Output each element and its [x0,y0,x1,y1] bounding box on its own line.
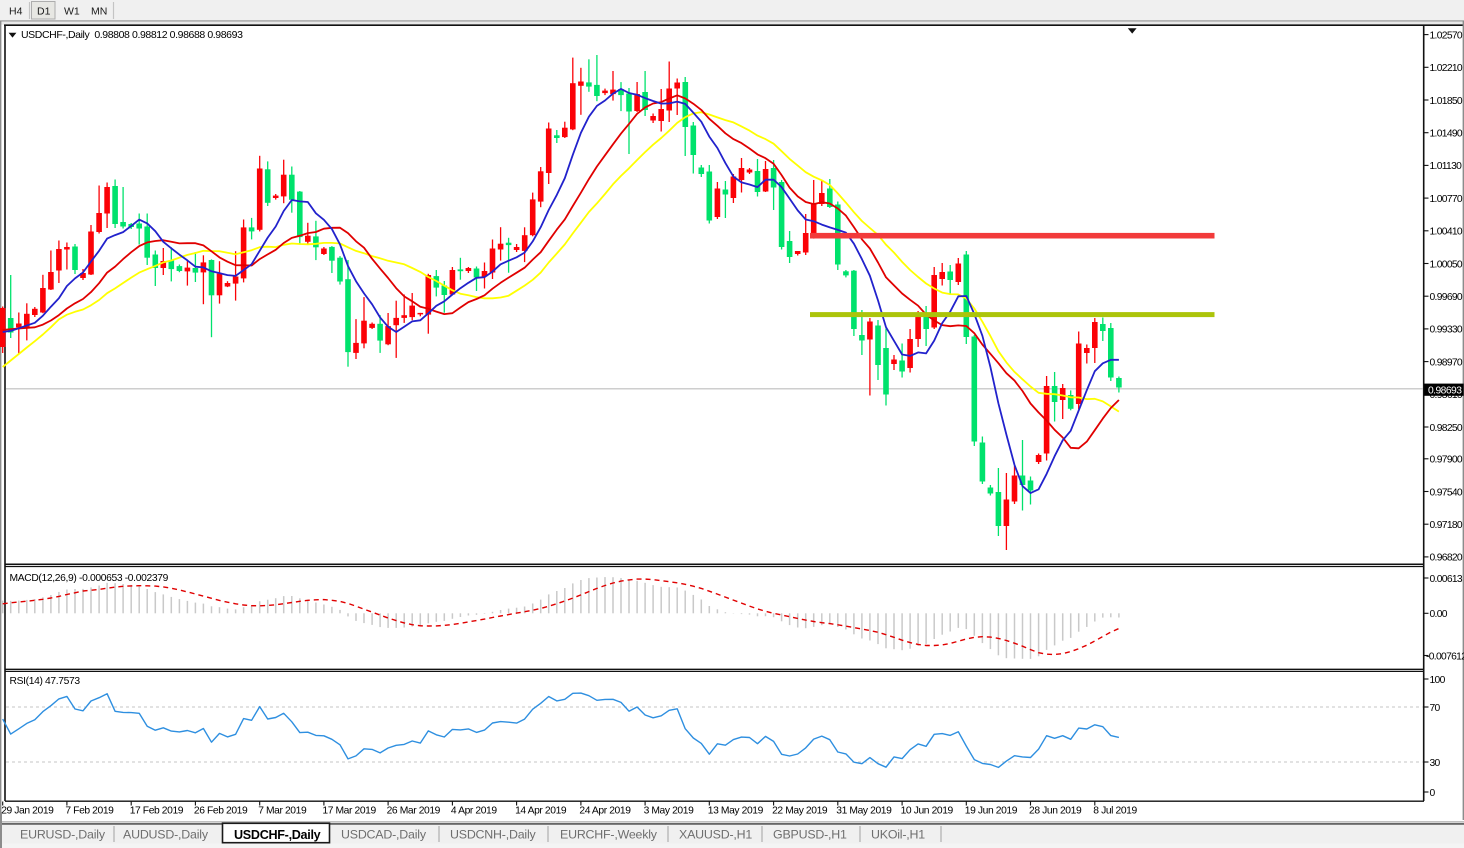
svg-text:USDCHF-,Daily: USDCHF-,Daily [234,828,321,842]
svg-text:13 May 2019: 13 May 2019 [708,806,764,817]
svg-text:USDCAD-,Daily: USDCAD-,Daily [341,827,427,841]
svg-text:RSI(14) 47.7573: RSI(14) 47.7573 [10,676,81,687]
svg-text:26 Feb 2019: 26 Feb 2019 [194,806,248,817]
svg-text:1.00770: 1.00770 [1430,194,1463,205]
svg-text:H4: H4 [9,6,23,18]
svg-text:1.00050: 1.00050 [1430,259,1463,270]
svg-text:XAUUSD-,H1: XAUUSD-,H1 [679,827,752,841]
svg-text:MN: MN [91,6,107,18]
svg-text:0.98693: 0.98693 [1428,385,1462,396]
svg-text:EURUSD-,Daily: EURUSD-,Daily [20,827,106,841]
svg-text:UKOil-,H1: UKOil-,H1 [871,827,925,841]
svg-text:70: 70 [1430,703,1441,714]
svg-text:USDCHF-,Daily 0.98808 0.98812: USDCHF-,Daily 0.98808 0.98812 0.98688 0.… [21,29,243,41]
svg-text:14 Apr 2019: 14 Apr 2019 [515,806,567,817]
svg-text:0.99330: 0.99330 [1430,325,1463,336]
svg-text:MACD(12,26,9) -0.000653 -0.002: MACD(12,26,9) -0.000653 -0.002379 [10,573,169,584]
svg-text:1.00410: 1.00410 [1430,227,1463,238]
svg-text:17 Mar 2019: 17 Mar 2019 [322,806,376,817]
svg-text:D1: D1 [37,6,51,18]
svg-text:100: 100 [1430,675,1446,686]
svg-text:31 May 2019: 31 May 2019 [836,806,892,817]
svg-text:1.02210: 1.02210 [1430,63,1463,74]
svg-text:7 Mar 2019: 7 Mar 2019 [258,806,307,817]
svg-text:30: 30 [1430,758,1441,769]
svg-text:0.97180: 0.97180 [1430,520,1463,531]
svg-text:1.02570: 1.02570 [1430,30,1463,41]
svg-text:26 Mar 2019: 26 Mar 2019 [387,806,441,817]
svg-text:29 Jan 2019: 29 Jan 2019 [1,806,54,817]
svg-text:0.99690: 0.99690 [1430,292,1463,303]
svg-text:1.01490: 1.01490 [1430,129,1463,140]
svg-text:0.97900: 0.97900 [1430,455,1463,466]
svg-text:10 Jun 2019: 10 Jun 2019 [901,806,954,817]
svg-text:4 Apr 2019: 4 Apr 2019 [451,806,497,817]
svg-text:USDCNH-,Daily: USDCNH-,Daily [450,827,537,841]
svg-text:22 May 2019: 22 May 2019 [772,806,828,817]
svg-text:0.98970: 0.98970 [1430,357,1463,368]
svg-text:0: 0 [1430,788,1436,799]
svg-text:28 Jun 2019: 28 Jun 2019 [1029,806,1082,817]
svg-text:17 Feb 2019: 17 Feb 2019 [130,806,184,817]
svg-text:0.98250: 0.98250 [1430,423,1463,434]
svg-text:1.01850: 1.01850 [1430,96,1463,107]
svg-text:0.96820: 0.96820 [1430,553,1463,564]
svg-text:0.00613: 0.00613 [1430,574,1463,585]
svg-text:19 Jun 2019: 19 Jun 2019 [965,806,1018,817]
svg-text:-0.007612: -0.007612 [1426,651,1464,662]
svg-text:7 Feb 2019: 7 Feb 2019 [65,806,114,817]
svg-text:0.00: 0.00 [1430,609,1448,620]
svg-text:W1: W1 [64,6,80,18]
svg-text:GBPUSD-,H1: GBPUSD-,H1 [773,827,847,841]
svg-text:EURCHF-,Weekly: EURCHF-,Weekly [560,827,658,841]
svg-text:8 Jul 2019: 8 Jul 2019 [1093,806,1137,817]
svg-text:0.97540: 0.97540 [1430,487,1463,498]
svg-text:1.01130: 1.01130 [1430,161,1463,172]
svg-text:24 Apr 2019: 24 Apr 2019 [579,806,631,817]
svg-text:AUDUSD-,Daily: AUDUSD-,Daily [123,827,209,841]
svg-text:3 May 2019: 3 May 2019 [644,806,694,817]
